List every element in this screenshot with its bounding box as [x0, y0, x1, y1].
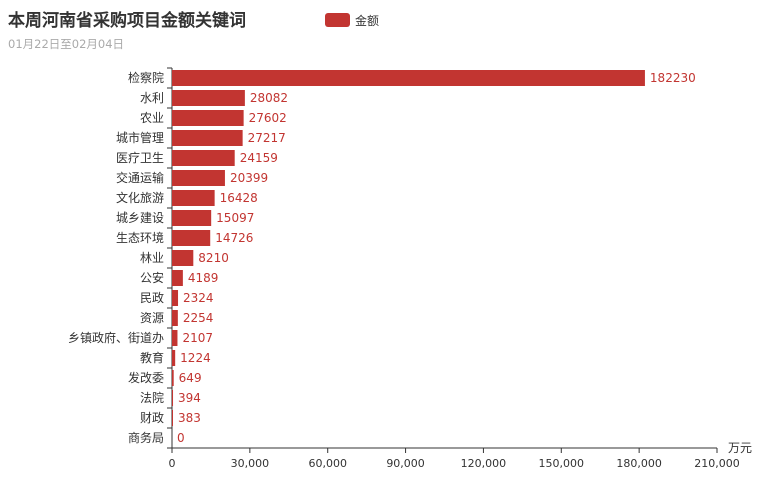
y-tick-label: 水利	[140, 91, 164, 105]
bar-value-label: 0	[177, 431, 185, 445]
bar-value-label: 2254	[183, 311, 214, 325]
bar-value-label: 2107	[182, 331, 213, 345]
legend-swatch[interactable]	[325, 13, 350, 27]
y-tick-label: 财政	[140, 411, 164, 425]
legend[interactable]: 金额	[325, 13, 379, 28]
plot-area: 0 30,000 60,000 90,000 120,000 150,000 180,000…	[68, 67, 740, 470]
bar-value-label: 16428	[220, 191, 258, 205]
y-tick-label: 医疗卫生	[116, 151, 164, 165]
chart-title: 本周河南省采购项目金额关键词	[8, 10, 246, 31]
y-tick-label: 民政	[140, 291, 164, 305]
bar[interactable]	[172, 70, 645, 86]
bar[interactable]	[172, 370, 174, 386]
bar[interactable]	[172, 290, 179, 306]
y-tick-label: 发改委	[128, 370, 164, 385]
bar-value-label: 4189	[188, 271, 219, 285]
bar[interactable]	[172, 110, 244, 126]
y-tick-label: 法院	[140, 391, 164, 405]
y-tick-label: 生态环境	[116, 230, 164, 245]
x-tick-label: 210,000	[694, 457, 740, 470]
bar[interactable]	[172, 310, 178, 326]
bar[interactable]	[172, 130, 243, 146]
y-tick-label: 城乡建设	[116, 211, 164, 225]
bar[interactable]	[172, 150, 235, 166]
bar-value-label: 20399	[230, 171, 268, 185]
bar[interactable]	[172, 210, 212, 226]
bar[interactable]	[172, 410, 173, 426]
bar-value-label: 1224	[180, 351, 211, 365]
bar[interactable]	[172, 230, 211, 246]
y-tick-label: 商务局	[128, 430, 164, 445]
y-tick-label: 交通运输	[116, 170, 164, 185]
bar[interactable]	[172, 250, 194, 266]
y-tick-label: 公安	[140, 270, 164, 285]
bar[interactable]	[172, 170, 225, 186]
bar[interactable]	[172, 330, 178, 346]
bar-value-label: 24159	[240, 151, 278, 165]
y-tick-label: 教育	[140, 350, 164, 365]
x-tick-label: 30,000	[231, 457, 270, 470]
bar[interactable]	[172, 190, 215, 206]
bar-value-label: 2324	[183, 291, 214, 305]
y-tick-label: 城市管理	[116, 130, 164, 145]
bar-value-label: 649	[179, 371, 202, 385]
legend-label[interactable]: 金额	[355, 13, 379, 28]
bar-value-label: 394	[178, 391, 201, 405]
y-tick-label: 林业	[140, 251, 164, 265]
y-tick-label: 农业	[140, 111, 164, 125]
x-tick-label: 120,000	[461, 457, 507, 470]
y-tick-label: 资源	[140, 311, 164, 325]
bar-value-label: 27602	[249, 111, 287, 125]
x-tick-label: 60,000	[308, 457, 347, 470]
bar[interactable]	[172, 390, 174, 406]
bar[interactable]	[172, 350, 176, 366]
bar-value-label: 28082	[250, 91, 288, 105]
x-tick-label: 150,000	[539, 457, 585, 470]
y-tick-label: 文化旅游	[116, 190, 164, 205]
bar-value-label: 27217	[248, 131, 286, 145]
x-axis-unit-label: 万元	[728, 441, 752, 455]
bar[interactable]	[172, 90, 245, 106]
bar[interactable]	[172, 270, 183, 286]
chart-subtitle: 01月22日至02月04日	[8, 37, 124, 51]
x-tick-label: 0	[169, 457, 176, 470]
bar-value-label: 8210	[198, 251, 229, 265]
y-tick-label: 检察院	[128, 70, 164, 85]
y-tick-label: 乡镇政府、街道办	[68, 330, 164, 345]
bar-value-label: 383	[178, 411, 201, 425]
bar-value-label: 14726	[215, 231, 253, 245]
bar-value-label: 15097	[216, 211, 254, 225]
x-tick-label: 90,000	[386, 457, 425, 470]
x-tick-label: 180,000	[616, 457, 662, 470]
bar-value-label: 182230	[650, 71, 696, 85]
